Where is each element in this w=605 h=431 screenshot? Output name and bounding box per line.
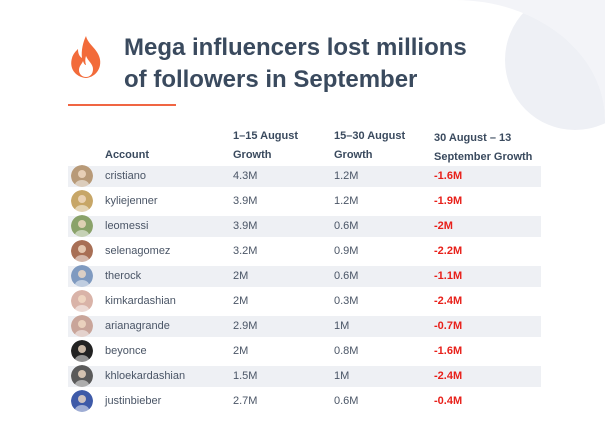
table-row: leomessi 3.9M 0.6M -2M	[68, 215, 543, 237]
growth-sep: -2.4M	[434, 295, 463, 307]
table-row: kyliejenner 3.9M 1.2M -1.9M	[68, 190, 543, 212]
growth-aug-15-30: 1.2M	[334, 195, 359, 207]
growth-aug-1-15: 1.5M	[233, 370, 258, 382]
account-name: leomessi	[105, 220, 149, 232]
growth-aug-15-30: 0.3M	[334, 295, 359, 307]
account-name: beyonce	[105, 345, 147, 357]
growth-aug-15-30: 0.8M	[334, 345, 359, 357]
row-band	[68, 266, 541, 287]
account-name: selenagomez	[105, 245, 171, 257]
account-name: arianagrande	[105, 320, 170, 332]
table-row: kimkardashian 2M 0.3M -2.4M	[68, 290, 543, 312]
column-header-g2: 15–30 August Growth	[334, 130, 406, 161]
table-row: arianagrande 2.9M 1M -0.7M	[68, 315, 543, 337]
growth-aug-1-15: 4.3M	[233, 170, 258, 182]
growth-aug-15-30: 0.6M	[334, 270, 359, 282]
growth-aug-15-30: 0.9M	[334, 245, 359, 257]
growth-aug-1-15: 2.7M	[233, 395, 258, 407]
flame-icon	[71, 36, 101, 78]
growth-sep: -1.9M	[434, 195, 463, 207]
avatar	[71, 340, 93, 362]
growth-aug-15-30: 0.6M	[334, 220, 359, 232]
table-body: cristiano 4.3M 1.2M -1.6M kyliejenner 3.…	[68, 165, 543, 412]
avatar	[71, 215, 93, 237]
growth-sep: -2.4M	[434, 370, 463, 382]
account-name: kyliejenner	[105, 195, 158, 207]
background-curve	[505, 0, 605, 130]
growth-aug-1-15: 3.2M	[233, 245, 258, 257]
account-name: kimkardashian	[105, 295, 176, 307]
avatar	[71, 290, 93, 312]
title-divider	[68, 104, 176, 106]
table-row: cristiano 4.3M 1.2M -1.6M	[68, 165, 543, 187]
growth-aug-15-30: 0.6M	[334, 395, 359, 407]
growth-aug-15-30: 1M	[334, 370, 350, 382]
row-band	[68, 216, 541, 237]
growth-sep: -1.6M	[434, 170, 463, 182]
avatar	[71, 265, 93, 287]
account-name: justinbieber	[105, 395, 162, 407]
column-header-g1: 1–15 August Growth	[233, 130, 299, 161]
growth-aug-1-15: 3.9M	[233, 220, 258, 232]
growth-sep: -1.1M	[434, 270, 463, 282]
growth-aug-1-15: 2.9M	[233, 320, 258, 332]
table-row: beyonce 2M 0.8M -1.6M	[68, 340, 543, 362]
growth-aug-15-30: 1M	[334, 320, 350, 332]
growth-sep: -2.2M	[434, 245, 463, 257]
avatar	[71, 190, 93, 212]
account-name: khloekardashian	[105, 370, 186, 382]
row-band	[68, 166, 541, 187]
avatar	[71, 315, 93, 337]
growth-sep: -2M	[434, 220, 453, 232]
avatar	[71, 390, 93, 412]
growth-sep: -0.4M	[434, 395, 463, 407]
growth-sep: -0.7M	[434, 320, 463, 332]
table-row: khloekardashian 1.5M 1M -2.4M	[68, 365, 543, 387]
row-band	[68, 366, 541, 387]
growth-aug-1-15: 2M	[233, 270, 249, 282]
title-line-2: of followers in September	[124, 66, 418, 93]
growth-sep: -1.6M	[434, 345, 463, 357]
growth-aug-15-30: 1.2M	[334, 170, 359, 182]
growth-aug-1-15: 3.9M	[233, 195, 258, 207]
account-name: cristiano	[105, 170, 146, 182]
avatar	[71, 165, 93, 187]
column-header-account: Account	[105, 149, 149, 161]
avatar	[71, 365, 93, 387]
table-row: therock 2M 0.6M -1.1M	[68, 265, 543, 287]
table-header: Account 1–15 August Growth 15–30 August …	[68, 125, 543, 165]
account-name: therock	[105, 270, 142, 282]
column-header-g3: 30 August – 13 September Growth	[434, 132, 533, 163]
table-row: justinbieber 2.7M 0.6M -0.4M	[68, 390, 543, 412]
page-title: Mega influencers lost millions of follow…	[124, 32, 504, 96]
influencer-table: Account 1–15 August Growth 15–30 August …	[68, 125, 543, 416]
row-band	[68, 316, 541, 337]
growth-aug-1-15: 2M	[233, 345, 249, 357]
avatar	[71, 240, 93, 262]
title-line-1: Mega influencers lost millions	[124, 34, 467, 61]
table-row: selenagomez 3.2M 0.9M -2.2M	[68, 240, 543, 262]
growth-aug-1-15: 2M	[233, 295, 249, 307]
